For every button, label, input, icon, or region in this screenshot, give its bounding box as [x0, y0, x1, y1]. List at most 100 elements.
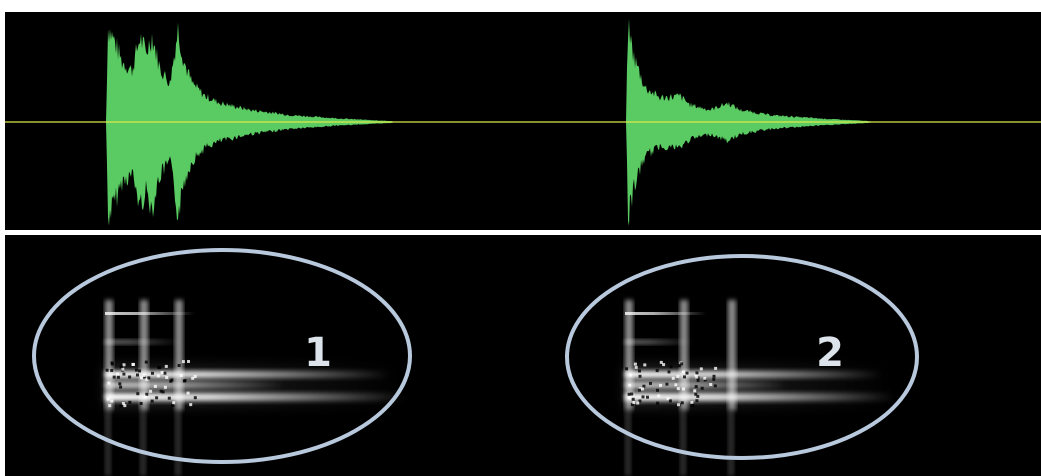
spectrogram-onset: [175, 410, 181, 476]
spectrogram-speckle: [155, 396, 159, 400]
spectrogram-speckle: [149, 389, 153, 393]
spectrogram-speckle: [676, 374, 680, 378]
spectrogram-speckle: [160, 371, 164, 374]
spectrogram-speckle: [666, 397, 670, 401]
spectrogram-speckle: [110, 399, 114, 403]
spectrogram-speckle: [159, 389, 163, 393]
spectrogram-speckle: [116, 375, 120, 379]
spectrogram-speckle: [172, 401, 176, 405]
spectrogram-speckle: [140, 376, 143, 380]
spectrogram-speckle: [638, 399, 642, 403]
spectrogram-speckle: [143, 395, 147, 399]
spectrogram-speckle: [690, 400, 694, 404]
spectrogram-speckle: [674, 383, 678, 387]
spectrogram-speckle: [640, 387, 644, 391]
spectrogram-band: [625, 381, 787, 389]
spectrogram-speckle: [122, 372, 126, 376]
spectrogram-speckle: [112, 375, 116, 379]
spectrogram-speckle: [714, 366, 718, 370]
spectrogram-speckle: [627, 392, 631, 396]
spectrogram-speckle: [680, 362, 684, 366]
spectrogram-onset: [728, 300, 736, 410]
spectrogram-speckle: [631, 397, 635, 401]
spectrogram-speckle: [691, 403, 695, 407]
spectrogram-speckle: [105, 368, 109, 372]
spectrogram-speckle: [182, 379, 186, 383]
spectrogram-speckle: [694, 373, 698, 377]
spectrogram-speckle: [630, 403, 634, 407]
spectrogram-speckle: [680, 401, 684, 405]
spectrogram-speckle: [110, 362, 114, 366]
spectrogram-panel: [5, 235, 1041, 476]
spectrogram-speckle: [695, 371, 699, 375]
spectrogram-speckle: [145, 377, 149, 381]
spectrogram-speckle: [636, 401, 640, 405]
spectrogram-speckle: [696, 378, 700, 382]
spectrogram-speckle: [106, 397, 110, 401]
spectrogram-onset: [140, 300, 148, 410]
highlight-ellipse: [32, 248, 412, 464]
spectrogram-speckle: [667, 370, 671, 374]
spectrogram-speckle: [128, 400, 132, 404]
spectrogram-speckle: [659, 360, 663, 364]
spectrogram-speckle: [143, 375, 147, 379]
spectrogram-speckle: [671, 376, 675, 380]
spectrogram-band: [625, 371, 882, 378]
spectrogram-speckle: [693, 389, 697, 393]
spectrogram-speckle: [121, 367, 125, 371]
spectrogram-speckle: [193, 396, 197, 400]
spectrogram-speckle: [179, 373, 183, 377]
spectrogram-speckle: [642, 384, 646, 388]
spectrogram-onset: [680, 410, 686, 476]
spectrogram-onset: [625, 300, 633, 410]
spectrogram-onset: [680, 300, 688, 410]
spectrogram-speckle: [659, 383, 662, 387]
spectrogram-speckle: [134, 368, 138, 372]
spectrogram-speckle: [139, 402, 143, 405]
spectrogram-speckle: [695, 375, 699, 379]
spectrogram-speckle: [665, 382, 669, 386]
spectrogram-speckle: [167, 396, 171, 400]
spectrogram-onset: [175, 300, 183, 410]
spectrogram-speckle: [138, 369, 141, 373]
spectrogram-speckle: [703, 378, 707, 382]
spectrogram: [105, 300, 895, 476]
spectrogram-speckle: [119, 385, 123, 389]
spectrogram-speckle: [170, 378, 174, 382]
spectrogram-band: [625, 312, 706, 315]
spectrogram-speckle: [191, 376, 195, 380]
spectrogram-speckle: [649, 381, 652, 385]
spectrogram-speckle: [136, 373, 139, 377]
spectrogram-speckle: [156, 374, 160, 378]
spectrogram-speckle: [163, 385, 167, 389]
spectrogram-speckle: [634, 365, 638, 369]
spectrogram-speckle: [131, 362, 135, 366]
spectrogram-speckle: [186, 391, 190, 395]
spectrogram-speckle: [656, 388, 659, 392]
spectrogram-speckle: [633, 362, 637, 366]
spectrogram-speckle: [116, 372, 120, 376]
spectrogram-speckle: [128, 375, 132, 379]
spectrogram-speckle: [695, 399, 699, 403]
spectrogram-speckle: [694, 385, 698, 389]
spectrogram-band: [625, 340, 693, 344]
spectrogram-speckle: [150, 399, 154, 403]
spectrogram-speckle: [709, 383, 713, 386]
spectrogram-speckle: [699, 367, 703, 371]
spectrogram-speckle: [627, 396, 631, 400]
spectrogram-speckle: [703, 376, 707, 380]
annotation-label: 2: [816, 330, 844, 376]
spectrogram-speckle: [657, 394, 661, 398]
spectrogram-speckle: [121, 402, 125, 405]
spectrogram-speckle: [685, 371, 689, 375]
waveform-shape: [106, 22, 394, 226]
spectrogram-speckle: [700, 386, 704, 390]
spectrogram-band: [105, 312, 195, 315]
spectrogram-band: [105, 393, 405, 401]
spectrogram-onset: [728, 410, 734, 476]
spectrogram-speckle: [630, 392, 634, 396]
spectrogram-speckle: [153, 384, 157, 388]
spectrogram-speckle: [144, 360, 148, 364]
spectrogram-speckle: [646, 395, 649, 399]
